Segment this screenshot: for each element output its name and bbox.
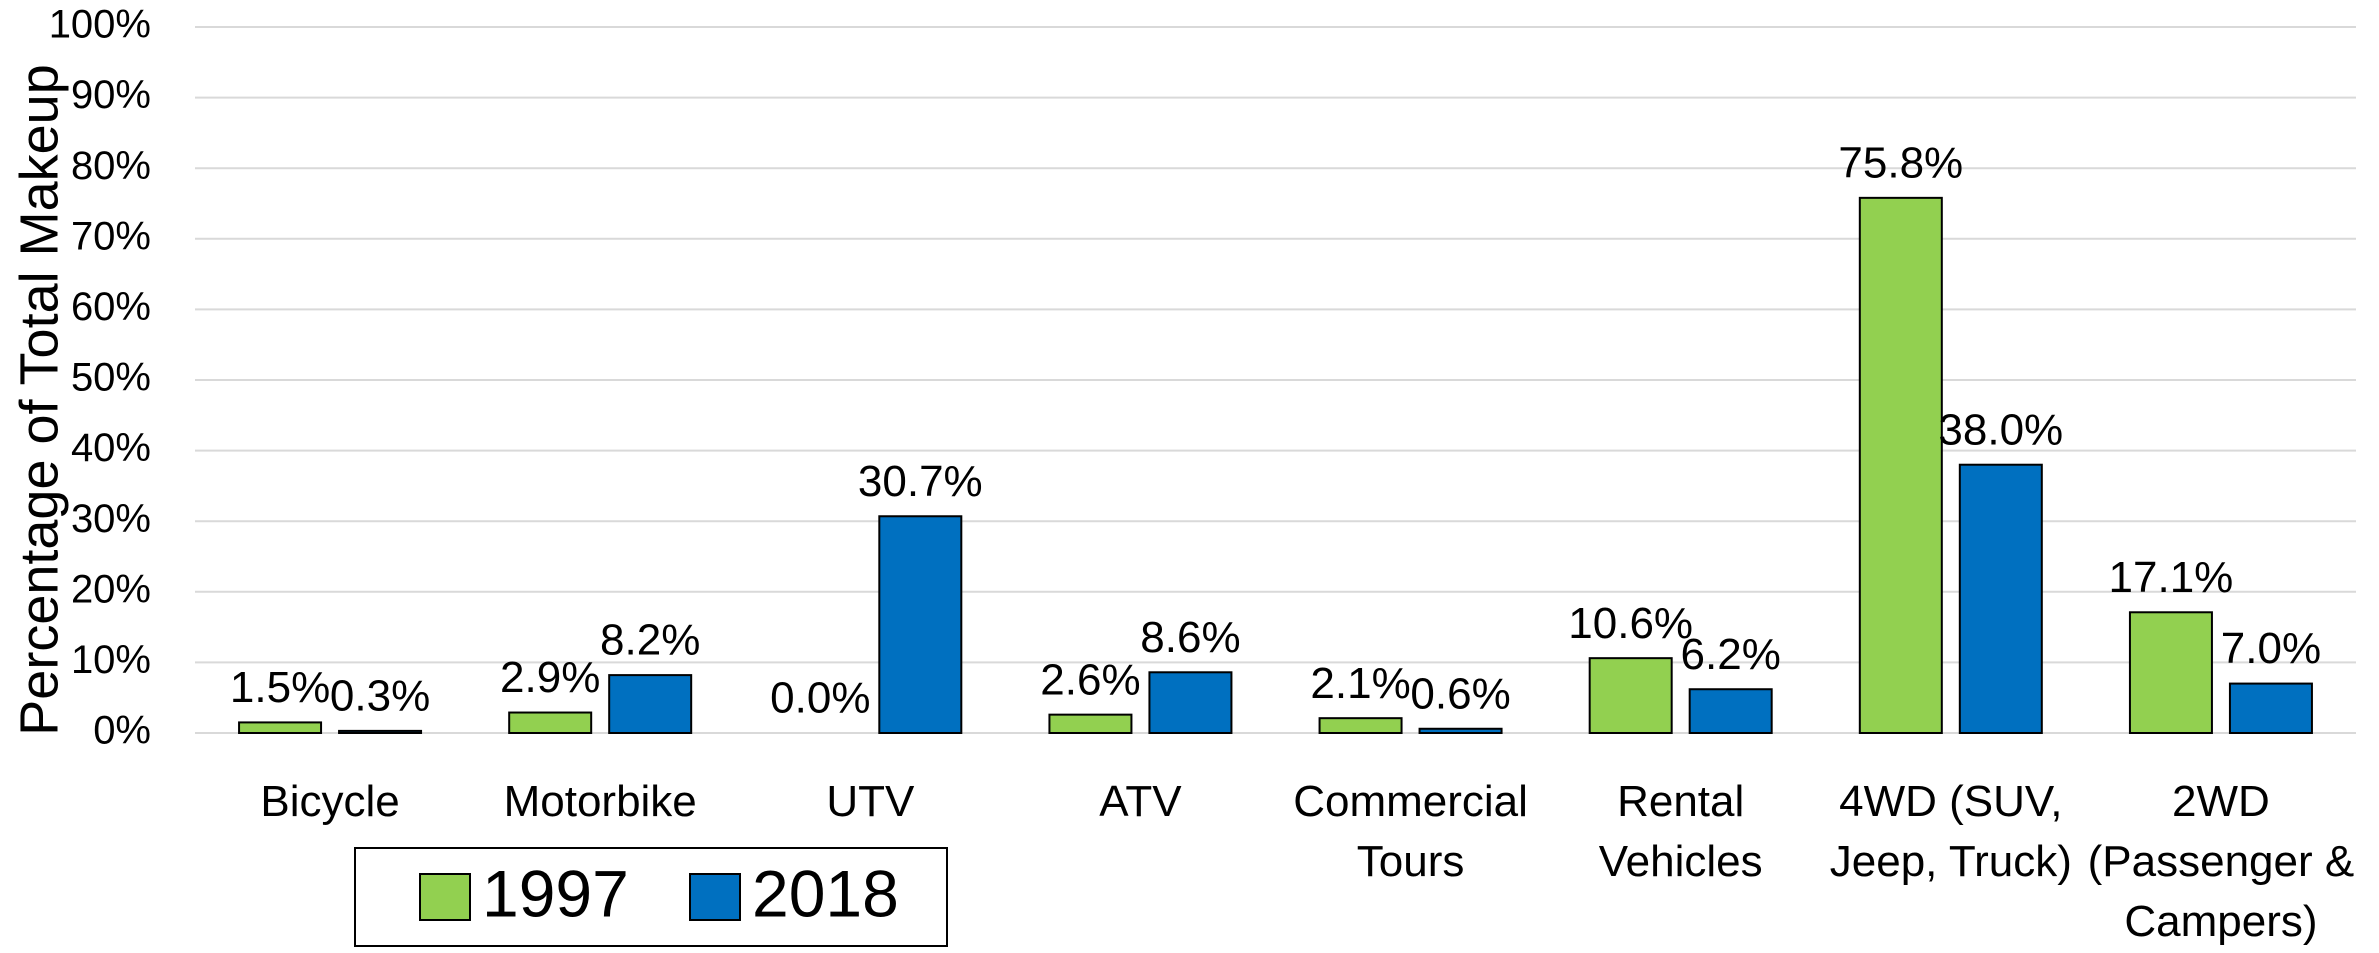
bar [608,674,693,734]
value-label: 75.8% [1838,138,1963,187]
x-tick-label: UTV [826,777,915,826]
y-tick-label: 50% [71,356,151,400]
x-tick-label: Rental Vehicles [1598,777,1763,886]
legend-swatch [689,873,741,921]
value-label: 8.6% [1140,613,1240,662]
y-tick-label: 0% [93,709,151,753]
bar [338,729,423,735]
legend-label: 1997 [482,856,629,930]
x-tick-label: Motorbike [503,777,697,826]
bar [238,721,323,734]
bar [1148,671,1233,734]
bar [1858,196,1943,735]
value-label: 17.1% [2109,553,2234,602]
bar [1688,688,1773,735]
value-label: 6.2% [1681,630,1781,679]
x-tick-label: Bicycle [260,777,400,826]
value-label: 0.3% [330,672,430,721]
y-tick-label: 100% [49,3,151,47]
y-tick-label: 60% [71,285,151,329]
legend-swatch [419,873,471,921]
y-tick-label: 20% [71,567,151,611]
value-label: 7.0% [2221,624,2321,673]
bar [2128,611,2213,734]
x-tick-label: Commercial Tours [1293,777,1528,886]
value-label: 38.0% [1938,405,2063,454]
bar [2228,682,2313,735]
bar [1958,463,2043,734]
y-tick-label: 80% [71,144,151,188]
value-label: 2.1% [1310,659,1410,708]
y-tick-label: 10% [71,638,151,682]
value-label: 1.5% [230,663,330,712]
bar [1418,727,1503,734]
y-axis-label: Percentage of Total Makeup [9,64,69,735]
y-tick-label: 90% [71,73,151,117]
legend-label: 2018 [752,856,899,930]
y-tick-label: 40% [71,426,151,470]
y-tick-label: 70% [71,214,151,258]
value-label: 0.0% [770,674,870,723]
bar [508,711,593,735]
x-tick-label: ATV [1099,777,1182,826]
value-label: 2.6% [1040,655,1140,704]
y-tick-label: 30% [71,497,151,541]
value-label: 30.7% [858,457,983,506]
value-label: 0.6% [1410,669,1510,718]
bar [1588,657,1673,734]
x-tick-label: 4WD (SUV, Jeep, Truck) [1829,777,2072,886]
value-label: 2.9% [500,653,600,702]
value-label: 10.6% [1568,599,1693,648]
x-tick-label: 2WD (Passenger & Campers) [2087,777,2355,946]
bar [878,515,963,734]
value-label: 8.2% [600,616,700,665]
bar [1048,713,1133,734]
bar [1318,717,1403,735]
